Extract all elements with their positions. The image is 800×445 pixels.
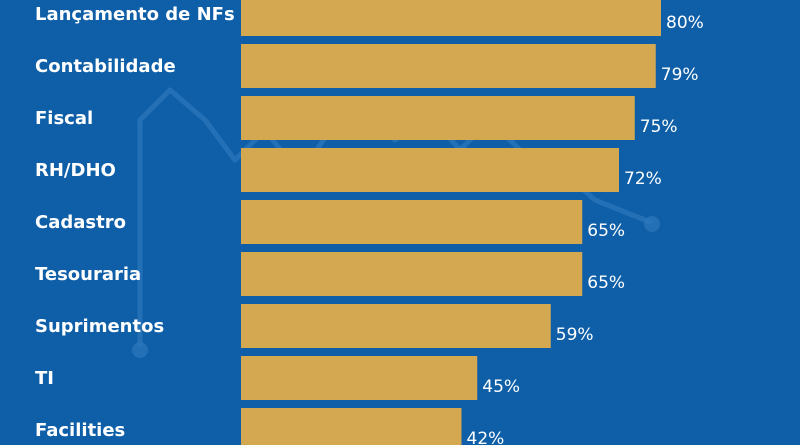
- bar: [241, 44, 656, 88]
- value-label: 65%: [587, 221, 625, 241]
- value-label: 45%: [482, 377, 520, 397]
- value-label: 72%: [624, 169, 662, 189]
- bar: [241, 408, 462, 445]
- bar: [241, 200, 583, 244]
- bar: [241, 356, 478, 400]
- bar: [241, 304, 551, 348]
- category-label: TI: [35, 368, 54, 389]
- bar: [241, 96, 635, 140]
- category-label: Contabilidade: [35, 56, 176, 77]
- category-label: Lançamento de NFs: [35, 4, 235, 25]
- value-label: 65%: [587, 273, 625, 293]
- value-label: 42%: [467, 429, 505, 445]
- category-label: Cadastro: [35, 212, 126, 233]
- value-label: 59%: [556, 325, 594, 345]
- category-label: Fiscal: [35, 108, 93, 129]
- value-label: 80%: [666, 13, 704, 33]
- category-label: Suprimentos: [35, 316, 164, 337]
- bar: [241, 252, 583, 296]
- value-label: 79%: [661, 65, 699, 85]
- category-label: Tesouraria: [35, 264, 141, 285]
- category-labels: Lançamento de NFs Contabilidade Fiscal RH/D…: [35, 4, 235, 441]
- category-label: RH/DHO: [35, 160, 116, 181]
- category-label: Facilities: [35, 420, 125, 441]
- bar: [241, 148, 619, 192]
- value-labels: 80% 79% 75% 72% 65% 65% 59% 45% 42%: [467, 13, 704, 445]
- bar: [241, 0, 661, 36]
- value-label: 75%: [640, 117, 678, 137]
- bars: [241, 0, 661, 445]
